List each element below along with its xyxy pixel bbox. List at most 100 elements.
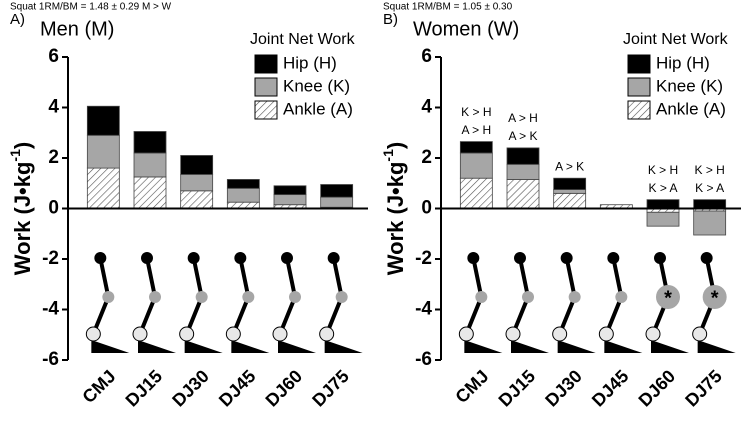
legend-swatch: [627, 77, 651, 97]
knee-joint-highlight: [702, 285, 727, 309]
legend-swatch: [254, 100, 278, 120]
foot-figure: [184, 340, 223, 353]
legend-title: Joint Net Work: [250, 31, 356, 48]
knee-joint-highlight: [656, 285, 680, 309]
ankle-joint: [552, 326, 568, 342]
knee-joint: [522, 291, 534, 303]
chart-title: Women (W): [413, 18, 519, 40]
subtitle: Squat 1RM/BM = 1.48 ± 0.29 M > W: [10, 2, 172, 13]
hip-joint: [281, 252, 293, 264]
foot-figure: [91, 340, 130, 353]
y-tick-label: 0: [48, 198, 59, 219]
x-tick-label: DJ30: [168, 366, 213, 411]
legend-swatch: [627, 54, 651, 74]
foot-figure: [604, 340, 643, 353]
y-axis-label-part: Work (J•kg: [10, 162, 35, 276]
knee-joint: [335, 291, 348, 303]
y-tick-label: -6: [42, 349, 59, 370]
bar-segment: [320, 196, 354, 208]
bar-segment: [693, 199, 727, 209]
bar-segment: [553, 192, 587, 209]
comparison-annotation: K > H: [648, 163, 678, 177]
legend-label: Ankle (A): [656, 99, 726, 118]
bar-segment: [459, 177, 493, 209]
bar-segment: [86, 167, 120, 209]
bar-segment: [86, 134, 120, 169]
hip-joint: [234, 252, 247, 264]
hip-joint: [94, 252, 107, 264]
hip-joint: [187, 252, 200, 264]
x-tick-label: CMJ: [78, 366, 119, 407]
y-tick-label: -2: [415, 248, 432, 269]
bar-segment: [273, 185, 307, 196]
bar-segment: [226, 187, 260, 203]
y-axis-label-part: Work (J•kg: [383, 162, 408, 276]
ankle-joint: [458, 326, 474, 342]
y-tick-label: 4: [48, 97, 59, 118]
bar-segment: [133, 176, 167, 209]
y-axis-label-sup: -1: [7, 149, 23, 162]
panel-label: B): [383, 11, 398, 28]
y-axis-label-part: ): [10, 142, 35, 149]
bar-segment: [180, 155, 214, 175]
bar-segment: [646, 199, 680, 209]
comparison-annotation: K > A: [695, 181, 724, 195]
y-tick-label: 4: [421, 97, 432, 118]
y-tick-label: 2: [421, 147, 432, 168]
panel-label: A): [10, 11, 25, 28]
comparison-annotation: A > H: [461, 123, 491, 137]
y-tick-label: -4: [42, 299, 59, 320]
significance-mark: *: [664, 287, 672, 309]
knee-joint: [149, 291, 161, 303]
ankle-joint: [179, 326, 195, 342]
knee-joint: [568, 291, 581, 303]
comparison-annotation: K > H: [694, 163, 724, 177]
y-tick-label: 2: [48, 147, 59, 168]
bar-segment: [506, 179, 540, 209]
x-tick-label: DJ60: [262, 366, 307, 411]
x-tick-label: DJ15: [495, 366, 540, 411]
y-axis-label-sup: -1: [380, 149, 396, 162]
hip-joint: [654, 252, 666, 264]
foot-figure: [138, 340, 176, 353]
bar-segment: [86, 105, 120, 136]
comparison-annotation: K > H: [461, 105, 491, 119]
foot-figure: [651, 340, 689, 353]
foot-figure: [324, 340, 363, 353]
legend-label: Ankle (A): [283, 99, 353, 118]
comparison-annotation: A > H: [508, 111, 538, 125]
bar-segment: [459, 141, 493, 154]
legend-label: Knee (K): [283, 76, 350, 95]
knee-joint: [242, 291, 255, 303]
y-tick-label: 6: [421, 46, 432, 67]
ankle-joint: [132, 326, 148, 342]
hip-joint: [141, 252, 153, 264]
bar-segment: [646, 211, 680, 227]
knee-joint: [195, 291, 208, 303]
ankle-joint: [645, 326, 661, 342]
foot-figure: [511, 340, 549, 353]
bar-segment: [553, 189, 587, 194]
foot-figure: [464, 340, 503, 353]
y-tick-label: 6: [48, 46, 59, 67]
legend-title: Joint Net Work: [623, 31, 729, 48]
x-tick-label: DJ45: [215, 366, 260, 411]
y-axis-label: Work (J•kg-1): [380, 142, 408, 275]
ankle-joint: [692, 326, 708, 342]
y-axis-label-part: ): [383, 142, 408, 149]
bar-segment: [273, 194, 307, 206]
bar-segment: [320, 184, 354, 198]
ankle-joint: [319, 326, 335, 342]
foot-figure: [557, 340, 596, 353]
hip-joint: [607, 252, 620, 264]
bar-segment: [693, 210, 727, 236]
knee-joint: [289, 291, 301, 303]
x-tick-label: DJ75: [681, 366, 726, 411]
bar-segment: [506, 163, 540, 180]
hip-joint: [560, 252, 573, 264]
foot-figure: [278, 340, 316, 353]
y-tick-label: -6: [415, 349, 432, 370]
bar-segment: [180, 190, 214, 209]
